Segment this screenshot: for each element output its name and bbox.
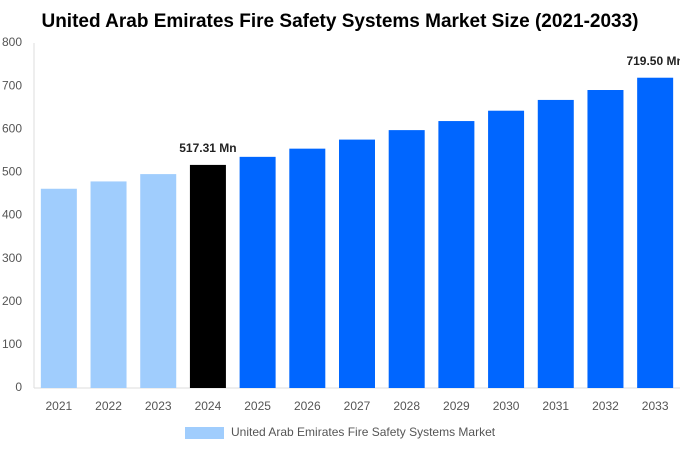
- bar: [488, 110, 525, 389]
- value-label: 719.50 Mn: [626, 54, 680, 68]
- x-tick-label: 2026: [294, 399, 321, 413]
- bar: [140, 174, 177, 388]
- x-tick-label: 2029: [443, 399, 470, 413]
- chart-title: United Arab Emirates Fire Safety Systems…: [41, 11, 638, 32]
- bar: [637, 77, 674, 388]
- x-tick-label: 2032: [592, 399, 619, 413]
- value-label: 517.31 Mn: [179, 141, 236, 155]
- x-tick-label: 2033: [642, 399, 669, 413]
- legend-swatch: [185, 427, 224, 439]
- bar: [587, 90, 624, 388]
- y-tick-label: 800: [2, 35, 22, 49]
- x-tick-label: 2025: [244, 399, 271, 413]
- bar: [289, 148, 326, 388]
- x-tick-label: 2022: [95, 399, 122, 413]
- y-tick-label: 600: [2, 121, 22, 135]
- y-tick-label: 400: [2, 208, 22, 222]
- bar: [388, 130, 425, 389]
- y-tick-label: 500: [2, 165, 22, 179]
- x-tick-label: 2030: [493, 399, 520, 413]
- y-tick-label: 300: [2, 251, 22, 265]
- y-tick-label: 0: [15, 380, 22, 394]
- bar: [239, 156, 276, 388]
- bar: [40, 188, 77, 388]
- x-tick-label: 2028: [393, 399, 420, 413]
- x-tick-label: 2024: [195, 399, 222, 413]
- bar: [90, 181, 127, 388]
- x-tick-label: 2031: [542, 399, 569, 413]
- y-tick-label: 100: [2, 337, 22, 351]
- bar: [339, 139, 375, 388]
- x-tick-label: 2027: [344, 399, 371, 413]
- x-tick-label: 2021: [45, 399, 72, 413]
- y-tick-label: 700: [2, 78, 22, 92]
- legend-label: United Arab Emirates Fire Safety Systems…: [231, 425, 496, 439]
- x-tick-label: 2023: [145, 399, 172, 413]
- y-tick-label: 200: [2, 294, 22, 308]
- bar: [537, 99, 574, 389]
- bar: [189, 164, 226, 388]
- bar: [438, 121, 475, 389]
